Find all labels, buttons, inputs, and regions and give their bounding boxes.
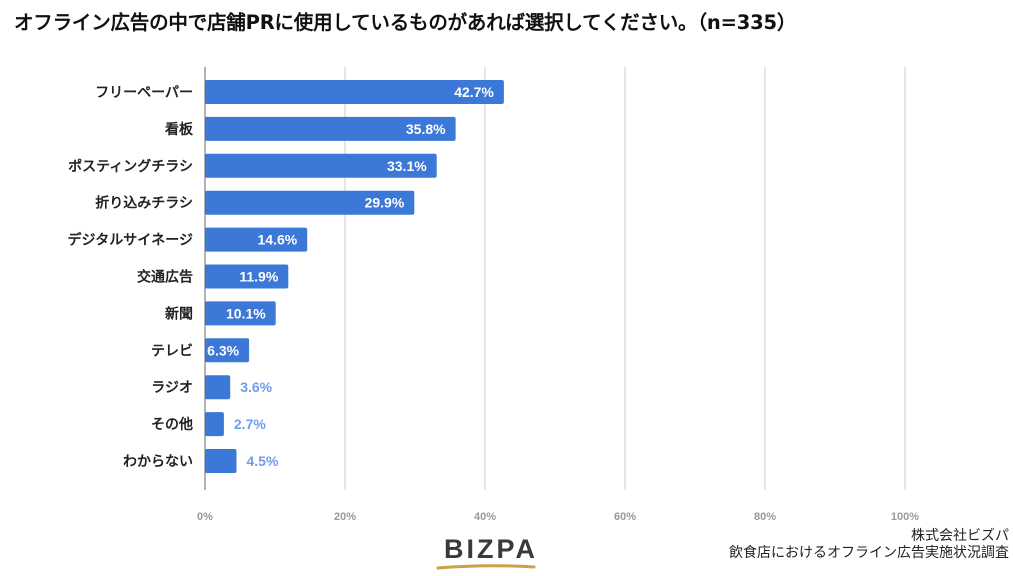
value-label-1: 42.7% bbox=[454, 84, 494, 100]
category-label-2: 看板 bbox=[164, 121, 194, 138]
value-label-4: 29.9% bbox=[365, 195, 405, 211]
category-label-8: テレビ bbox=[151, 343, 193, 359]
x-tick-label-60: 60% bbox=[614, 511, 636, 523]
category-label-1: フリーペーパー bbox=[95, 85, 193, 101]
chart-title: オフライン広告の中で店舗PRに使用しているものがあれば選択してください。（n=3… bbox=[14, 11, 797, 34]
category-label-4: 折り込みチラシ bbox=[95, 195, 193, 212]
credit-block: 株式会社ビズパ 飲食店におけるオフライン広告実施状況調査 bbox=[729, 528, 1009, 562]
value-label-5: 14.6% bbox=[257, 232, 297, 248]
survey-name: 飲食店におけるオフライン広告実施状況調査 bbox=[729, 545, 1009, 561]
category-label-10: その他 bbox=[151, 416, 193, 433]
bar-8 bbox=[205, 338, 250, 363]
bar-2 bbox=[205, 116, 456, 141]
bar-6 bbox=[205, 264, 289, 289]
x-tick-label-100: 100% bbox=[891, 511, 919, 523]
value-label-7: 10.1% bbox=[226, 305, 266, 321]
x-tick-label-40: 40% bbox=[474, 511, 496, 523]
bar-7 bbox=[205, 301, 276, 326]
category-label-9: ラジオ bbox=[151, 380, 193, 396]
value-label-9: 3.6% bbox=[240, 379, 272, 395]
bar-1 bbox=[205, 80, 504, 104]
bar-11 bbox=[205, 449, 237, 473]
bar-4 bbox=[205, 190, 415, 215]
x-tick-label-20: 20% bbox=[334, 511, 356, 523]
x-tick-label-80: 80% bbox=[754, 511, 776, 523]
logo-swoosh-icon bbox=[436, 564, 536, 570]
value-label-8: 6.3% bbox=[207, 342, 239, 358]
value-label-2: 35.8% bbox=[406, 121, 446, 137]
category-label-7: 新聞 bbox=[165, 305, 193, 322]
company-name: 株式会社ビズパ bbox=[911, 528, 1009, 544]
category-label-11: わからない bbox=[123, 454, 193, 470]
category-label-3: ポスティングチラシ bbox=[68, 158, 193, 175]
value-label-11: 4.5% bbox=[247, 453, 279, 469]
x-tick-label-0: 0% bbox=[197, 511, 213, 523]
bar-9 bbox=[205, 375, 231, 400]
value-label-10: 2.7% bbox=[234, 416, 266, 432]
value-label-6: 11.9% bbox=[239, 269, 278, 285]
bar-10 bbox=[205, 412, 224, 437]
bar-3 bbox=[205, 153, 437, 178]
bizpa-logo: BIZPA bbox=[444, 534, 538, 564]
value-label-3: 33.1% bbox=[387, 158, 427, 174]
category-label-6: 交通広告 bbox=[137, 269, 193, 286]
category-label-5: デジタルサイネージ bbox=[68, 232, 193, 249]
bar-5 bbox=[205, 227, 308, 252]
